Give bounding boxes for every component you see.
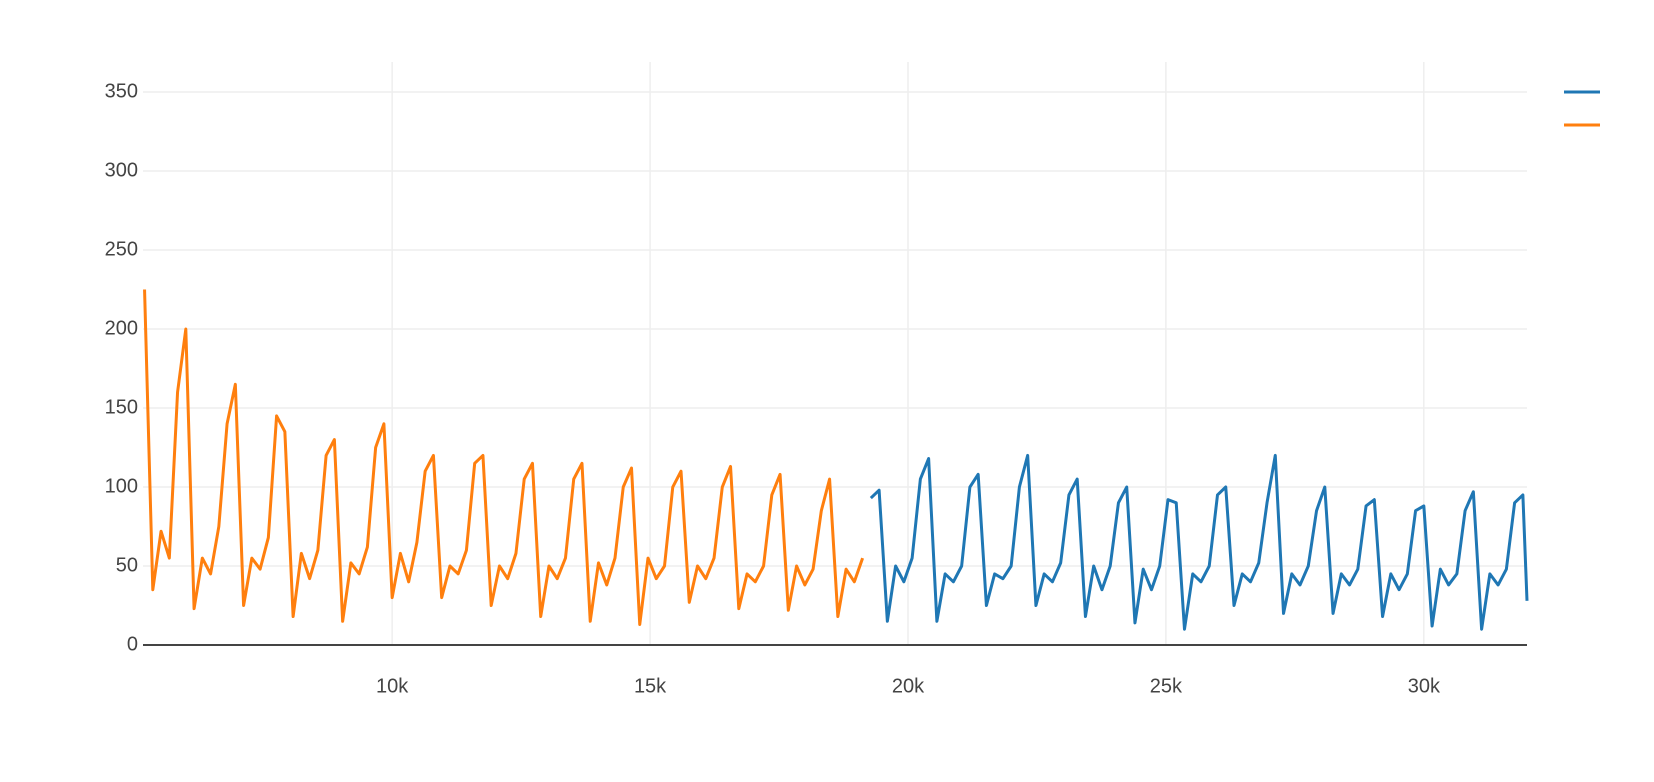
x-tick-label: 10k	[376, 675, 409, 697]
y-tick-label: 0	[127, 633, 138, 655]
x-tick-label: 15k	[634, 675, 667, 697]
x-tick-label: 20k	[892, 675, 925, 697]
y-tick-label: 250	[105, 238, 138, 260]
y-tick-label: 300	[105, 159, 138, 181]
line-series	[143, 289, 865, 626]
x-tick-label: 30k	[1408, 675, 1441, 697]
y-tick-label: 200	[105, 317, 138, 339]
y-tick-label: 100	[105, 475, 138, 497]
y-tick-label: 350	[105, 80, 138, 102]
x-tick-label: 25k	[1150, 675, 1183, 697]
y-tick-label: 50	[116, 554, 138, 576]
y-tick-label: 150	[105, 396, 138, 418]
line-series	[869, 453, 1529, 631]
